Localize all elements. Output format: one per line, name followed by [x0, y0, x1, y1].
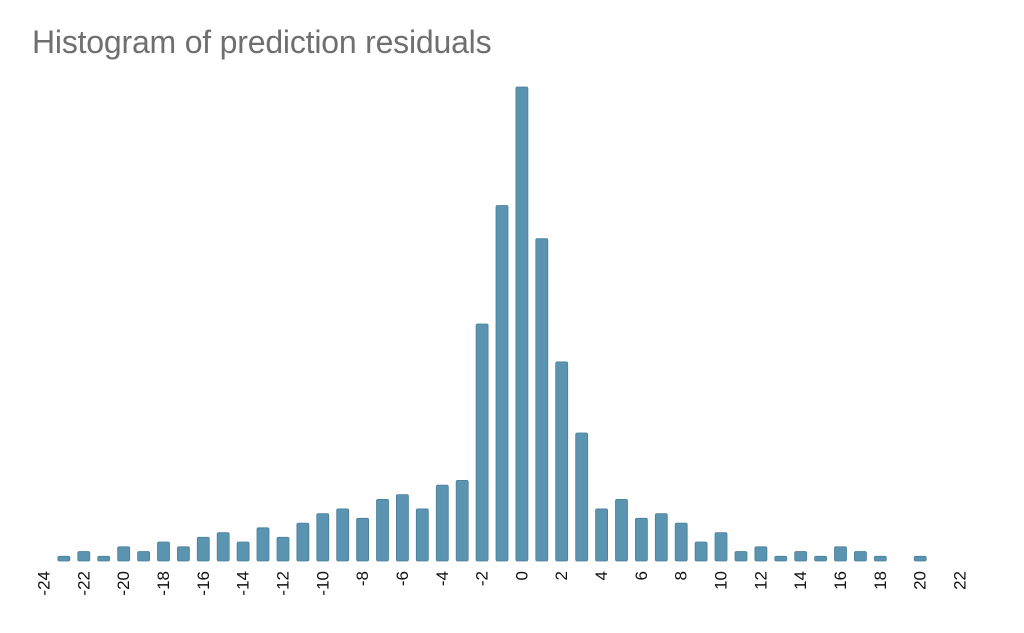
bar--3 — [455, 479, 469, 562]
bar--2 — [475, 323, 489, 562]
x-tick-label: -6 — [393, 571, 412, 586]
bar-8 — [674, 522, 688, 562]
x-tick-label: 10 — [712, 571, 731, 590]
x-tick-label: -2 — [473, 571, 492, 586]
bar-15 — [814, 555, 827, 562]
bar--8 — [356, 517, 370, 562]
x-tick-label: 6 — [632, 571, 651, 580]
x-tick-label: 18 — [871, 571, 890, 590]
x-tick-label: 12 — [751, 571, 770, 590]
bar--10 — [316, 513, 330, 562]
x-tick-label: -22 — [74, 571, 93, 596]
x-tick-label: 16 — [831, 571, 850, 590]
x-tick-label: 2 — [552, 571, 571, 580]
bar--11 — [296, 522, 310, 562]
x-tick-label: -12 — [274, 571, 293, 596]
bar-14 — [794, 551, 808, 562]
x-tick-label: 8 — [672, 571, 691, 580]
bar--15 — [216, 532, 230, 562]
bar--23 — [57, 555, 71, 562]
x-tick-label: -4 — [433, 571, 452, 586]
bar-18 — [873, 555, 887, 562]
x-tick-label: -14 — [234, 571, 253, 596]
bar-1 — [535, 238, 549, 562]
bar-9 — [694, 541, 708, 562]
bar--1 — [495, 205, 509, 562]
x-tick-label: -16 — [194, 571, 213, 596]
bar-0 — [515, 86, 529, 562]
bar-7 — [654, 513, 668, 562]
x-tick-label: -24 — [35, 571, 54, 596]
bar-4 — [595, 508, 608, 562]
bar-13 — [774, 555, 788, 562]
bar-12 — [754, 546, 768, 562]
bar--5 — [415, 508, 429, 562]
bar-10 — [714, 532, 728, 562]
bar--16 — [196, 536, 210, 562]
chart-title: Histogram of prediction residuals — [32, 24, 492, 60]
bar--14 — [236, 541, 250, 562]
bar-11 — [734, 551, 748, 562]
x-tick-labels: -24 -22 -20 -18 -16 -14 -12 -10 -8 -6 -4 -2 0 2 4 6 8 10 1… — [35, 571, 970, 596]
x-tick-label: 20 — [911, 571, 930, 590]
bar--18 — [157, 541, 170, 562]
bar-3 — [575, 432, 589, 562]
x-tick-label: -10 — [313, 571, 332, 596]
bar--9 — [336, 508, 350, 562]
x-tick-label: -20 — [114, 571, 133, 596]
bar-17 — [854, 551, 867, 562]
bar-16 — [834, 546, 847, 562]
x-tick-label: 22 — [951, 571, 970, 590]
x-tick-label: -18 — [154, 571, 173, 596]
x-tick-label: -8 — [353, 571, 372, 586]
bar--12 — [276, 536, 290, 562]
bar-6 — [635, 517, 648, 562]
bar--7 — [376, 498, 389, 562]
bar--4 — [435, 484, 449, 562]
bar--20 — [117, 546, 131, 562]
bar-20 — [913, 555, 927, 562]
bar-2 — [555, 361, 569, 562]
bars-group — [57, 86, 927, 562]
bar--13 — [256, 527, 270, 562]
bar--22 — [77, 551, 91, 562]
bar--6 — [395, 494, 409, 562]
bar--19 — [137, 551, 151, 562]
x-tick-label: 14 — [791, 571, 810, 590]
bar--17 — [176, 546, 190, 562]
bar--21 — [97, 555, 111, 562]
x-tick-label: 0 — [512, 571, 531, 580]
bar-5 — [615, 498, 628, 562]
x-tick-label: 4 — [592, 571, 611, 580]
